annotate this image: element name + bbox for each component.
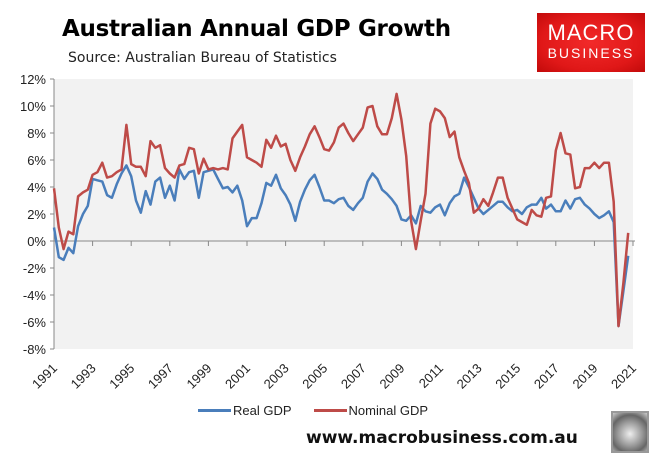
legend-label-nominal-gdp: Nominal GDP	[348, 403, 428, 418]
y-tick-label: 2%	[27, 207, 46, 222]
x-tick-label: 2013	[454, 361, 485, 392]
x-tick-label: 2019	[569, 361, 600, 392]
x-tick-label: 1993	[68, 361, 99, 392]
y-tick-label: 10%	[20, 99, 46, 114]
y-tick-label: 8%	[27, 126, 46, 141]
y-tick-label: 4%	[27, 180, 46, 195]
x-tick-label: 1999	[183, 361, 214, 392]
x-tick-label: 1995	[106, 361, 137, 392]
footer-url: www.macrobusiness.com.au	[306, 428, 578, 448]
y-tick-label: -2%	[23, 261, 47, 276]
legend-swatch-real-gdp	[198, 409, 231, 412]
x-tick-label: 2003	[261, 361, 292, 392]
legend-item-nominal-gdp: Nominal GDP	[313, 403, 428, 418]
logo-line-2: BUSINESS	[547, 45, 635, 61]
y-tick-label: 6%	[27, 153, 46, 168]
legend-swatch-nominal-gdp	[313, 409, 347, 412]
y-tick-label: -8%	[23, 342, 47, 357]
x-tick-label: 1997	[145, 361, 176, 392]
legend-item-real-gdp: Real GDP	[198, 403, 292, 418]
x-tick-label: 2011	[416, 361, 446, 391]
wolf-icon	[611, 411, 649, 453]
x-tick-label: 2017	[531, 361, 562, 392]
x-tick-label: 2015	[492, 361, 523, 392]
plot-area	[54, 79, 633, 349]
macrobusiness-logo: MACRO BUSINESS	[537, 13, 645, 72]
x-tick-label: 2007	[338, 361, 369, 392]
chart-source: Source: Australian Bureau of Statistics	[68, 50, 337, 66]
chart-title: Australian Annual GDP Growth	[62, 16, 451, 42]
x-tick-label: 1991	[29, 361, 60, 392]
y-tick-label: 0%	[27, 234, 46, 249]
x-tick-label: 2001	[222, 361, 253, 392]
x-tick-label: 2005	[299, 361, 330, 392]
x-tick-label: 2009	[376, 361, 407, 392]
y-tick-label: -6%	[23, 315, 47, 330]
y-tick-label: -4%	[23, 288, 47, 303]
gdp-line-chart: -8% -6% -4% -2% 0% 2% 4% 6% 8% 10% 12% 1991 1993 1995…	[20, 72, 639, 392]
series-line-real-gdp	[52, 164, 630, 328]
x-tick-label: 2021	[608, 361, 639, 392]
series-line-nominal-gdp	[52, 92, 630, 328]
logo-line-1: MACRO	[547, 20, 635, 45]
legend: Real GDP Nominal GDP	[198, 403, 428, 418]
legend-label-real-gdp: Real GDP	[233, 403, 292, 418]
y-tick-label: 12%	[20, 72, 46, 87]
